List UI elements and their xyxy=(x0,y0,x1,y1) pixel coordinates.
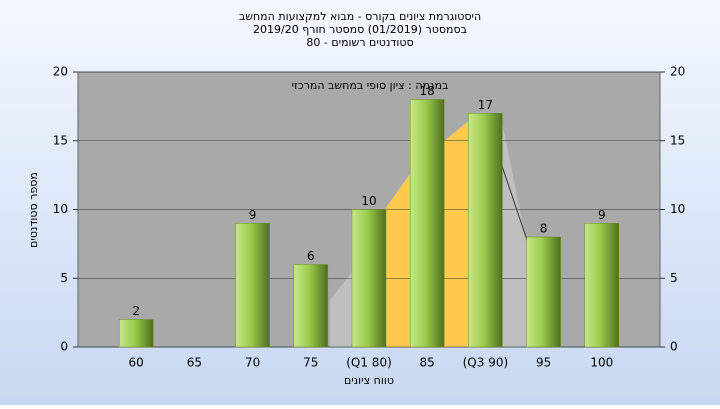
value-label: 2 xyxy=(132,304,140,318)
annotation: במגמה : ציון סופי במחשב המרכזי xyxy=(292,79,449,92)
x-tick-label: (Q3 90) xyxy=(463,356,509,370)
value-label: 6 xyxy=(307,249,315,263)
chart-title: היסטוגרמת ציונים בקורס - מבוא למקצועות ה… xyxy=(239,10,481,23)
value-label: 8 xyxy=(540,222,548,236)
trend-line xyxy=(499,159,528,241)
y2-tick-label: 10 xyxy=(670,202,685,216)
bar xyxy=(409,99,445,348)
bar xyxy=(118,319,154,348)
bar xyxy=(293,264,329,348)
y2-tick-label: 15 xyxy=(670,133,685,147)
x-tick-label: 75 xyxy=(303,356,318,370)
x-tick-label: 60 xyxy=(129,356,144,370)
x-tick-label: 95 xyxy=(536,356,551,370)
y-tick-label: 10 xyxy=(53,202,68,216)
bar xyxy=(468,113,503,348)
y2-tick-label: 20 xyxy=(670,65,685,79)
chart-subtitle: בסמסטר (01/2019) סמסטר חורף 2019/20 xyxy=(253,23,467,36)
bar xyxy=(526,236,561,348)
y2-tick-label: 5 xyxy=(670,271,678,285)
value-label: 9 xyxy=(249,208,257,222)
y-tick-label: 5 xyxy=(60,271,68,285)
y-tick-label: 0 xyxy=(60,340,68,354)
value-label: 17 xyxy=(478,98,493,112)
x-tick-label: 70 xyxy=(245,356,260,370)
y2-tick-label: 0 xyxy=(670,340,678,354)
y-axis-label: מספר סטודנטים xyxy=(27,172,40,248)
chart-subtitle: סטודנטים רשומים - 80 xyxy=(306,36,413,49)
y-tick-label: 15 xyxy=(53,133,68,147)
x-tick-label: 65 xyxy=(187,356,202,370)
y-tick-label: 20 xyxy=(53,65,68,79)
bar xyxy=(235,223,270,348)
x-tick-label: 85 xyxy=(420,356,435,370)
value-label: 18 xyxy=(420,84,435,98)
bar xyxy=(584,223,620,348)
value-label: 10 xyxy=(361,194,376,208)
x-tick-label: (Q1 80) xyxy=(346,356,392,370)
x-axis-label: טווח ציונים xyxy=(344,374,394,387)
value-label: 9 xyxy=(598,208,606,222)
bar xyxy=(351,209,387,348)
x-tick-label: 100 xyxy=(590,356,613,370)
